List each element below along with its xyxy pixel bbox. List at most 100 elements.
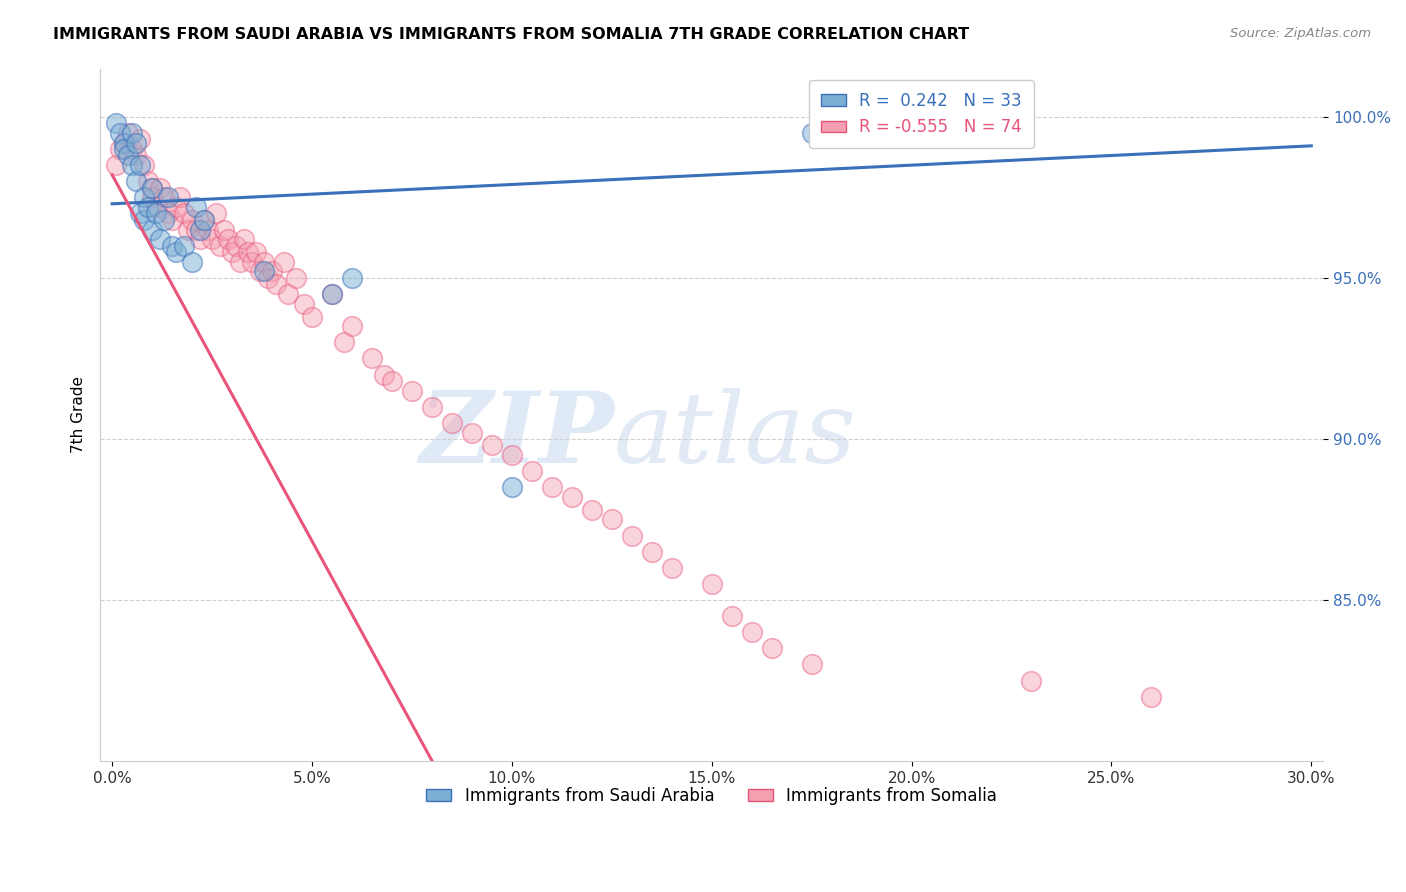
Point (225, 238, 247, 252)
Point (700, 577, 723, 591)
Point (661, 561, 683, 575)
Point (197, 222, 219, 236)
Point (184, 222, 207, 236)
Point (145, 206, 167, 220)
Point (129, 206, 152, 220)
Point (177, 222, 200, 236)
Point (1021, 673, 1043, 688)
Point (229, 254, 252, 268)
Point (125, 136, 148, 150)
Legend: Immigrants from Saudi Arabia, Immigrants from Somalia: Immigrants from Saudi Arabia, Immigrants… (416, 777, 1007, 815)
Point (600, 512, 623, 526)
Point (165, 200, 187, 214)
Point (112, 142, 135, 156)
Point (129, 132, 152, 146)
Point (181, 213, 204, 227)
Point (236, 245, 259, 260)
Point (132, 190, 155, 204)
Point (136, 174, 159, 188)
Point (157, 206, 180, 220)
Point (561, 490, 583, 504)
Point (129, 158, 152, 172)
Y-axis label: 7th Grade: 7th Grade (72, 376, 86, 453)
Point (169, 190, 191, 204)
Point (149, 232, 172, 246)
Point (173, 238, 195, 252)
Point (201, 232, 224, 246)
Point (253, 264, 276, 278)
Point (273, 254, 295, 268)
Point (361, 351, 384, 366)
Point (381, 374, 404, 388)
Point (212, 222, 235, 236)
Point (149, 180, 172, 194)
Point (800, 126, 823, 140)
Point (420, 400, 443, 414)
Point (121, 142, 143, 156)
Point (173, 206, 195, 220)
Point (245, 245, 267, 260)
Point (108, 142, 131, 156)
Point (188, 232, 211, 246)
Point (277, 287, 299, 301)
Point (501, 448, 523, 462)
Point (641, 544, 664, 558)
Point (141, 180, 163, 194)
Point (105, 158, 128, 172)
Text: atlas: atlas (614, 388, 856, 483)
Point (440, 416, 463, 430)
Text: IMMIGRANTS FROM SAUDI ARABIA VS IMMIGRANTS FROM SOMALIA 7TH GRADE CORRELATION CH: IMMIGRANTS FROM SAUDI ARABIA VS IMMIGRAN… (53, 27, 970, 42)
Point (373, 368, 395, 382)
Point (160, 238, 183, 252)
Point (112, 136, 135, 150)
Point (340, 319, 363, 334)
Point (260, 264, 283, 278)
Point (145, 200, 167, 214)
Point (233, 232, 256, 246)
Point (217, 232, 239, 246)
Point (153, 190, 176, 204)
Point (141, 222, 163, 236)
Point (581, 503, 603, 517)
Point (240, 254, 263, 268)
Point (761, 641, 783, 656)
Point (321, 287, 343, 301)
Point (520, 464, 543, 478)
Point (132, 213, 155, 227)
Point (960, 116, 983, 130)
Point (105, 116, 128, 130)
Point (117, 126, 139, 140)
Point (221, 245, 243, 260)
Point (193, 213, 215, 227)
Point (188, 222, 211, 236)
Point (340, 271, 363, 285)
Point (501, 480, 523, 494)
Point (720, 609, 742, 624)
Point (209, 238, 232, 252)
Point (1140, 690, 1163, 704)
Point (253, 254, 276, 268)
Point (741, 625, 763, 640)
Point (160, 213, 183, 227)
Point (157, 190, 180, 204)
Point (540, 480, 562, 494)
Point (141, 190, 163, 204)
Point (461, 425, 484, 440)
Point (800, 657, 823, 672)
Point (165, 245, 187, 260)
Point (141, 180, 163, 194)
Point (301, 310, 323, 324)
Point (121, 126, 143, 140)
Point (117, 148, 139, 162)
Text: ZIP: ZIP (419, 387, 614, 483)
Point (108, 126, 131, 140)
Point (193, 213, 215, 227)
Point (153, 213, 176, 227)
Point (401, 384, 423, 398)
Text: Source: ZipAtlas.com: Source: ZipAtlas.com (1230, 27, 1371, 40)
Point (136, 200, 159, 214)
Point (132, 158, 155, 172)
Point (112, 136, 135, 150)
Point (184, 200, 207, 214)
Point (481, 438, 503, 452)
